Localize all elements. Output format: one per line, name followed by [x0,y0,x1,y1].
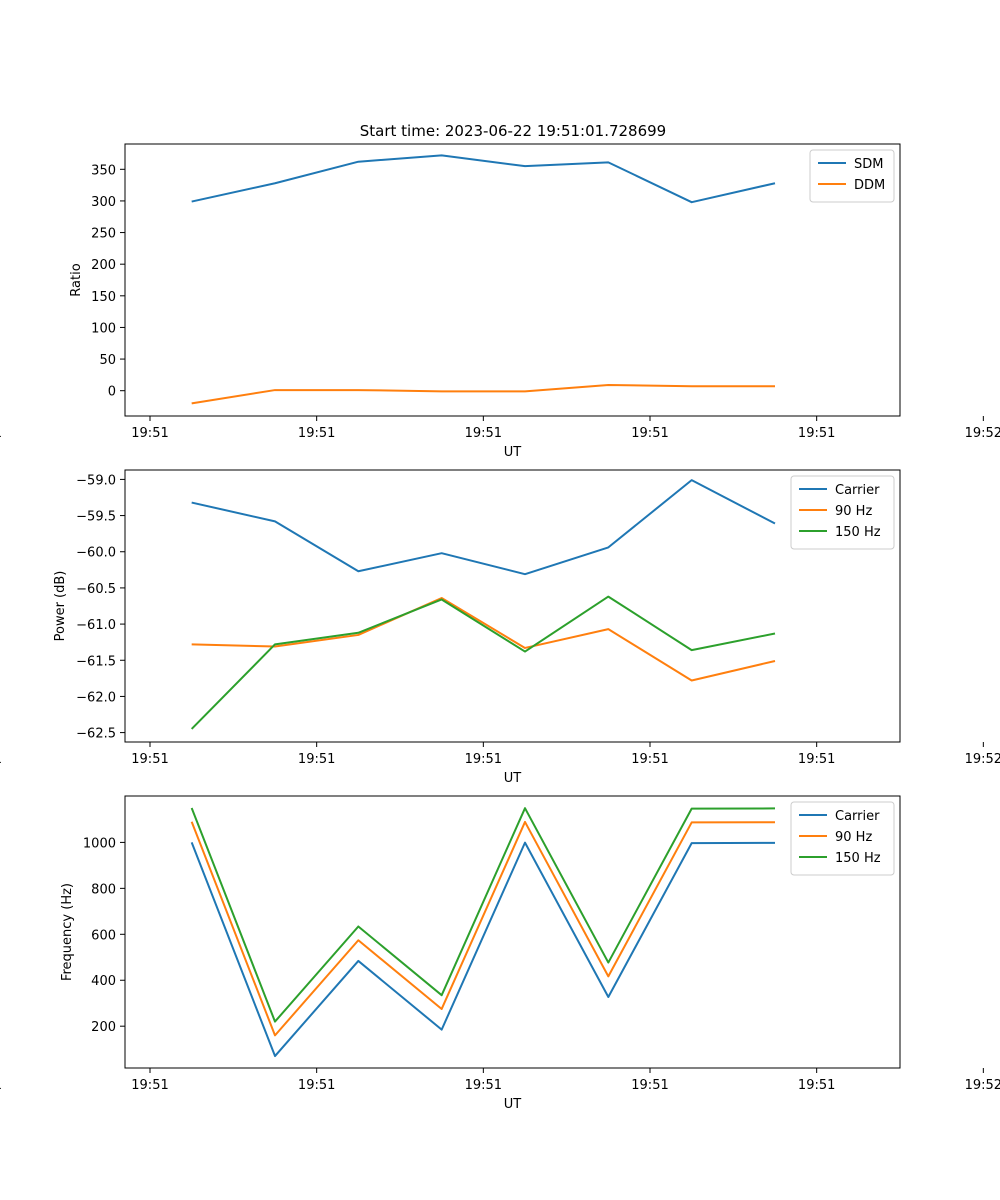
x-tick-label: 19:51 [631,426,668,441]
chart-panel-2: 19:51 19:51 19:51 19:51 19:51 19:51 19:52 −62.5… [0,469,1000,786]
series-line-150-hz [190,807,776,1023]
series-line-150-hz [190,595,776,730]
x-tick-label: 19:51 [798,752,835,767]
y-tick-label: −59.5 [76,510,116,525]
plot-frame [124,143,901,417]
x-axis-label: UT [504,445,522,460]
y-axis-label: Ratio [69,263,84,296]
y-tick-label: −62.5 [76,727,116,742]
y-tick-label: −61.0 [76,618,116,633]
legend: SDM DDM [809,149,895,203]
legend-label: SDM [854,157,883,172]
y-axis-label: Frequency (Hz) [60,883,75,981]
x-tick-label: 19:51 [465,752,502,767]
y-tick-label: 600 [91,928,116,943]
series-line-carrier [191,479,776,576]
legend-label: Carrier [835,809,880,824]
legend: Carrier 90 Hz 150 Hz [790,475,895,550]
figure-title: Start time: 2023-06-22 19:51:01.728699 [360,122,666,140]
y-tick-label: 300 [91,195,116,210]
chart-panel-1: 19:51 19:51 19:51 19:51 19:51 19:51 19:52 0 50 10… [0,143,1000,460]
x-tick-label: 19:51 [0,426,2,441]
x-tick-label: 19:52 [965,752,1000,767]
series-line-ddm [191,384,775,405]
plot-frame [124,795,901,1069]
legend-label: DDM [854,178,885,193]
x-axis-label: UT [504,1097,522,1112]
legend-label: 150 Hz [835,525,881,540]
series-line-90-hz [191,597,776,682]
y-tick-label: −60.0 [76,546,116,561]
x-tick-label: 19:51 [298,752,335,767]
y-tick-label: 400 [91,974,116,989]
x-tick-label: 19:51 [798,1078,835,1093]
x-tick-label: 19:52 [965,1078,1000,1093]
chart-panel-3: 19:51 19:51 19:51 19:51 19:51 19:51 19:52 200 40… [0,795,1000,1112]
y-tick-label: 200 [91,1020,116,1035]
x-tick-label: 19:51 [465,426,502,441]
legend-label: 90 Hz [835,830,872,845]
x-tick-label: 19:51 [631,1078,668,1093]
x-tick-label: 19:51 [631,752,668,767]
x-tick-label: 19:51 [798,426,835,441]
y-tick-label: 0 [108,385,116,400]
y-tick-label: 350 [91,163,116,178]
legend-label: 90 Hz [835,504,872,519]
series-line-sdm [191,154,776,204]
x-tick-label: 19:52 [965,426,1000,441]
series-line-carrier [190,841,776,1058]
legend-label: 150 Hz [835,851,881,866]
plot-frame [124,469,901,743]
x-axis-label: UT [504,771,522,786]
y-tick-label: −61.5 [76,654,116,669]
y-tick-label: 250 [91,227,116,242]
x-tick-label: 19:51 [0,1078,2,1093]
y-tick-label: 100 [91,321,116,336]
y-tick-label: 1000 [83,836,116,851]
y-tick-label: −60.5 [76,582,116,597]
x-tick-label: 19:51 [131,1078,168,1093]
x-tick-label: 19:51 [131,426,168,441]
y-tick-label: −59.0 [76,473,116,488]
y-axis-label: Power (dB) [53,571,68,642]
legend-label: Carrier [835,483,880,498]
x-tick-label: 19:51 [298,426,335,441]
panels: 19:51 19:51 19:51 19:51 19:51 19:51 19:52 0 50 10… [0,143,1000,1112]
y-tick-label: −62.0 [76,690,116,705]
legend: Carrier 90 Hz 150 Hz [790,801,895,876]
x-tick-label: 19:51 [0,752,2,767]
y-tick-label: 50 [99,353,116,368]
series-line-90-hz [190,820,776,1037]
x-tick-label: 19:51 [298,1078,335,1093]
x-tick-label: 19:51 [465,1078,502,1093]
y-tick-label: 200 [91,258,116,273]
y-tick-label: 800 [91,882,116,897]
x-tick-label: 19:51 [131,752,168,767]
y-tick-label: 150 [91,290,116,305]
